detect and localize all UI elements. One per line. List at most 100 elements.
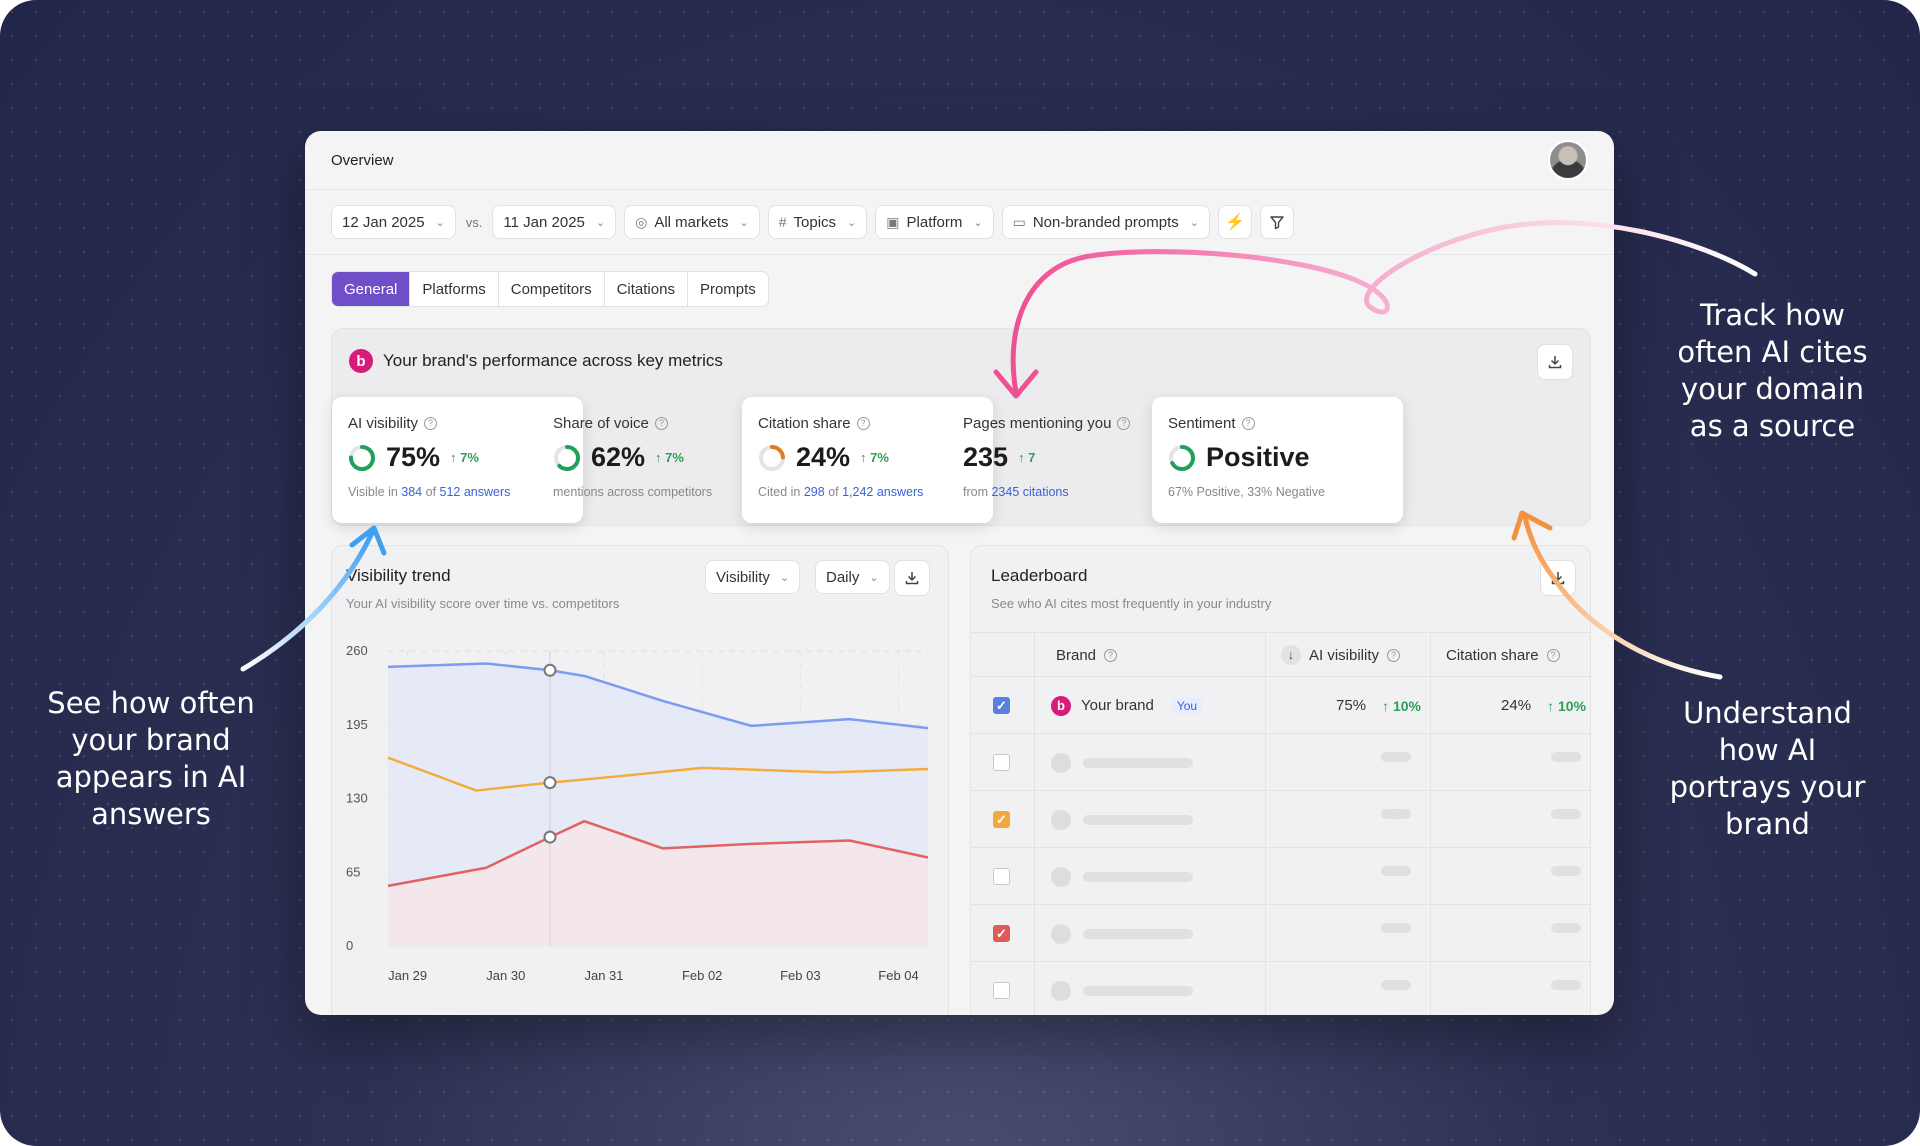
brand-column-header[interactable]: Brand ? <box>1056 633 1118 677</box>
metric-link[interactable]: 1,242 answers <box>842 485 924 499</box>
table-row[interactable] <box>971 961 1590 1015</box>
row-checkbox[interactable]: ✓ <box>993 811 1010 828</box>
y-tick-label: 0 <box>346 938 353 953</box>
x-tick-label: Jan 31 <box>584 968 623 983</box>
chevron-down-icon: ⌄ <box>435 216 445 229</box>
metric-card-citation-share[interactable]: Citation share? 24% ↑ 7% Cited in 298 of 1,… <box>742 397 993 523</box>
platform-select[interactable]: ▣ Platform ⌄ <box>875 205 994 239</box>
visibility-column-label: AI visibility <box>1309 646 1380 664</box>
row-checkbox[interactable] <box>993 982 1010 999</box>
trend-subtitle: Your AI visibility score over time vs. c… <box>346 596 620 611</box>
skeleton-bar <box>1551 809 1581 819</box>
checkbox-cell <box>993 962 1010 1015</box>
metric-subtext-part: of <box>824 485 843 499</box>
filter-button[interactable] <box>1259 205 1294 239</box>
markets-select[interactable]: ◎ All markets ⌄ <box>624 205 760 239</box>
topics-label: Topics <box>793 213 837 231</box>
skeleton-bar <box>1083 871 1193 882</box>
table-row[interactable]: ✓ <box>971 904 1590 962</box>
vs-label: vs. <box>465 214 483 230</box>
brand-logo: b <box>349 349 373 373</box>
callout-text: Track how often AI cites your domain as a s… <box>1655 297 1890 445</box>
row-checkbox[interactable] <box>993 868 1010 885</box>
help-icon: ? <box>654 417 668 430</box>
leaderboard-download-button[interactable] <box>1540 560 1576 596</box>
metric-card-share-of-voice[interactable]: Share of voice? 62% ↑ 7% mentions across co… <box>537 397 788 523</box>
metric-link[interactable]: 512 answers <box>439 485 511 499</box>
help-icon: ? <box>1387 648 1401 662</box>
chip-icon: ▣ <box>886 213 900 230</box>
progress-ring-icon <box>554 444 580 471</box>
visibility-column-header[interactable]: ↓ AI visibility ? <box>1281 633 1401 677</box>
metrics-download-button[interactable] <box>1537 344 1573 380</box>
callout-visibility: See how often your brand appears in AI answ… <box>36 685 266 833</box>
tab-platforms[interactable]: Platforms <box>410 272 499 306</box>
skeleton-bar <box>1083 757 1193 768</box>
row-checkbox[interactable]: ✓ <box>993 697 1010 714</box>
x-tick-label: Feb 04 <box>878 968 918 983</box>
skeleton-citation <box>1551 791 1581 866</box>
citation-column-header[interactable]: Citation share ? <box>1446 633 1560 677</box>
callout-line: appears in AI <box>55 760 247 794</box>
row-checkbox[interactable]: ✓ <box>993 925 1010 942</box>
cell-delta: ↑ 10% <box>1547 697 1586 714</box>
skeleton-visibility <box>1381 734 1411 809</box>
table-row[interactable] <box>971 847 1590 905</box>
metric-value-row: 62% ↑ 7% <box>553 442 772 473</box>
avatar[interactable] <box>1548 140 1588 180</box>
series-line <box>387 662 929 730</box>
metric-link[interactable]: 298 <box>803 485 825 499</box>
filter-bar: 12 Jan 2025 ⌄ vs. 11 Jan 2025 ⌄ ◎ All ma… <box>305 190 1614 255</box>
skeleton-bar <box>1551 752 1581 762</box>
skeleton-bar <box>1381 866 1411 876</box>
tab-prompts[interactable]: Prompts <box>699 280 756 298</box>
metric-value-row: Positive <box>1168 442 1387 473</box>
metric-link[interactable]: 2345 citations <box>991 485 1069 499</box>
brand-cell-placeholder <box>1051 905 1193 962</box>
metric-label-text: Share of voice <box>553 415 649 432</box>
metric-subtext-part: from <box>963 485 992 499</box>
skeleton-bar <box>1551 980 1581 990</box>
table-row[interactable]: ✓ <box>971 790 1590 848</box>
y-tick-label: 65 <box>346 864 360 879</box>
filter-icon <box>1270 216 1284 230</box>
skeleton-avatar <box>1051 809 1071 830</box>
metric-select[interactable]: Visibility ⌄ <box>705 560 801 594</box>
metric-delta: ↑ 7% <box>655 450 684 465</box>
topics-select[interactable]: # Topics ⌄ <box>767 205 868 239</box>
hover-point <box>543 830 557 844</box>
callout-line: brand <box>1725 807 1810 841</box>
metric-card-pages-mentioning[interactable]: Pages mentioning you? 235 ↑ 7 from 2345 cit… <box>947 397 1198 523</box>
date-to-select[interactable]: 11 Jan 2025 ⌄ <box>492 205 617 239</box>
tab-citations[interactable]: Citations <box>605 272 688 306</box>
metric-subtext-part: of <box>422 485 440 499</box>
callout-line: often AI cites <box>1677 335 1868 369</box>
metrics-heading-text: Your brand's performance across key metr… <box>383 351 723 370</box>
metric-label: Citation share? <box>758 415 977 432</box>
table-row[interactable] <box>971 733 1590 791</box>
cell-value: 75% <box>1336 697 1367 714</box>
metric-card-sentiment[interactable]: Sentiment? Positive 67% Positive, 33% Nega… <box>1152 397 1403 523</box>
table-row[interactable]: ✓ b Your brand You 75% ↑ 10% 24% ↑ 10% <box>971 676 1590 734</box>
metric-select-label: Visibility <box>716 568 770 586</box>
message-icon: ▭ <box>1012 213 1026 230</box>
metric-card-ai-visibility[interactable]: AI visibility? 75% ↑ 7% Visible in 384 of 5… <box>332 397 583 523</box>
prompts-select[interactable]: ▭ Non-branded prompts ⌄ <box>1001 205 1210 239</box>
tab-general[interactable]: General <box>332 272 411 306</box>
metric-link[interactable]: 384 <box>401 485 423 499</box>
download-icon <box>1548 356 1562 369</box>
column-divider <box>1430 632 1431 1015</box>
metric-subtext: mentions across competitors <box>553 485 772 499</box>
period-select[interactable]: Daily ⌄ <box>815 560 890 594</box>
row-checkbox[interactable] <box>993 754 1010 771</box>
tab-competitors[interactable]: Competitors <box>499 272 605 306</box>
globe-icon: ◎ <box>635 213 648 230</box>
markets-label: All markets <box>654 213 729 231</box>
date-from-select[interactable]: 12 Jan 2025 ⌄ <box>331 205 456 239</box>
metric-subtext-part: Visible in <box>348 485 402 499</box>
ai-spark-button[interactable]: ⚡ <box>1217 205 1252 239</box>
column-divider <box>1265 632 1266 1015</box>
help-icon: ? <box>856 417 870 430</box>
skeleton-visibility <box>1381 848 1411 923</box>
trend-download-button[interactable] <box>894 560 930 596</box>
